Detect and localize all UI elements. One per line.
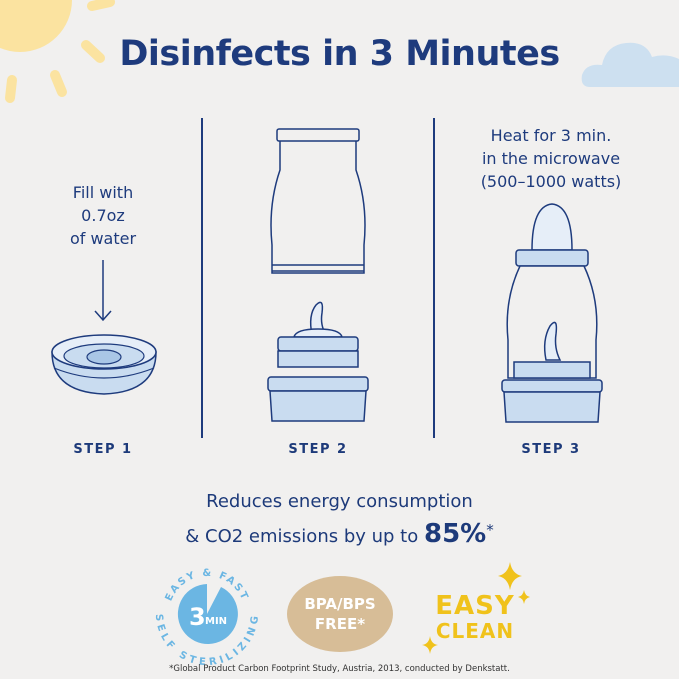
bottle-assembled-in-sterilizer [501, 203, 603, 423]
instruction-line: of water [69, 229, 137, 248]
footnote: *Global Product Carbon Footprint Study, … [169, 664, 510, 674]
sparkle-icon [422, 562, 530, 654]
bpa-free-badge: BPA/BPS FREE* [287, 576, 393, 652]
clean-text: CLEAN [435, 619, 515, 643]
divider [433, 118, 435, 438]
bpa-line-1: BPA/BPS [304, 595, 376, 613]
sterilizer-bowl [51, 334, 157, 395]
page-title: Disinfects in 3 Minutes [119, 34, 560, 74]
instruction-line: 0.7oz [81, 206, 125, 225]
easy-clean-badge: EASY CLEAN [425, 592, 525, 642]
instruction-line: Fill with [72, 183, 134, 202]
bottle-disassembled [267, 128, 369, 422]
badge-number: 3 [189, 603, 206, 631]
energy-percent: 85% [423, 519, 487, 549]
self-sterilizing-badge: EASY & FAST SELF STERILIZING 3 MIN [155, 568, 259, 667]
step3-instruction: Heat for 3 min. in the microwave (500–10… [466, 124, 636, 193]
cloud-illustration [581, 42, 679, 87]
instruction-line: Heat for 3 min. [490, 126, 612, 145]
energy-text: & CO2 emissions by up to [185, 526, 419, 547]
instruction-line: (500–1000 watts) [480, 172, 622, 191]
easy-text: EASY [435, 591, 515, 621]
step3-label: STEP 3 [521, 442, 581, 457]
step1-label: STEP 1 [73, 442, 133, 457]
asterisk: * [486, 521, 494, 539]
instruction-line: in the microwave [481, 149, 621, 168]
energy-claim: Reduces energy consumption & CO2 emissio… [0, 488, 679, 551]
sun-illustration [0, 0, 115, 103]
bpa-line-2: FREE* [314, 615, 366, 633]
divider [201, 118, 203, 438]
arrow-down-icon [94, 260, 112, 322]
energy-line-2: & CO2 emissions by up to 85%* [0, 516, 679, 551]
energy-line-1: Reduces energy consumption [206, 491, 473, 512]
badge-unit: MIN [205, 616, 227, 627]
step1-instruction: Fill with 0.7oz of water [43, 181, 163, 250]
step2-label: STEP 2 [288, 442, 348, 457]
